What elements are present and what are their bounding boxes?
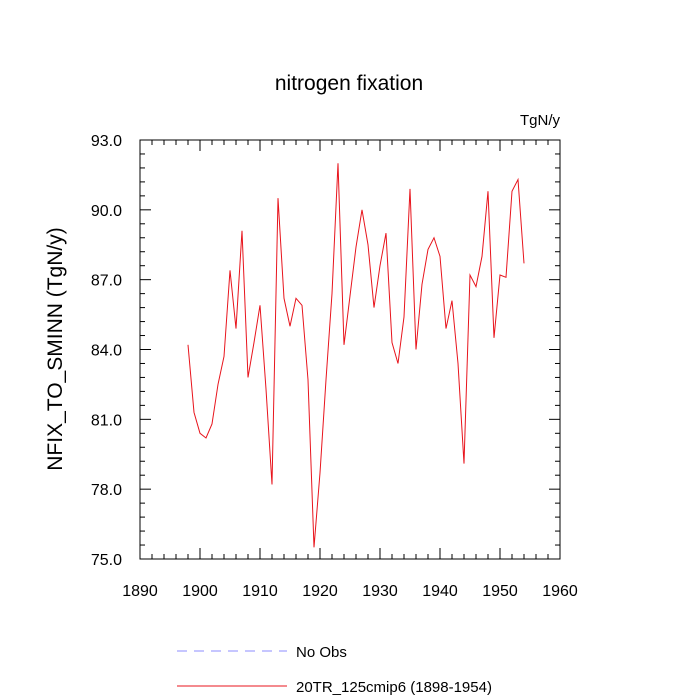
y-axis-label: NFIX_TO_SMINN (TgN/y) <box>44 227 67 470</box>
ticks-layer: 1890 1900 1910 1920 1930 1940 1950 1960 75.0 78.0… <box>91 133 578 600</box>
legend: No Obs 20TR_125cmip6 (1898-1954) <box>177 644 492 696</box>
x-tick-label: 1890 <box>122 583 158 600</box>
legend-label: 20TR_125cmip6 (1898-1954) <box>296 679 492 696</box>
y-tick-label: 87.0 <box>91 273 122 290</box>
x-tick-label: 1960 <box>542 583 578 600</box>
x-tick-label: 1930 <box>362 583 398 600</box>
y-tick-label: 84.0 <box>91 343 122 360</box>
y-tick-label: 81.0 <box>91 412 122 429</box>
x-tick-label: 1950 <box>482 583 518 600</box>
x-tick-label: 1910 <box>242 583 278 600</box>
x-tick-label: 1920 <box>302 583 338 600</box>
units-label: TgN/y <box>520 112 561 129</box>
x-tick-label: 1900 <box>182 583 218 600</box>
series-layer <box>187 163 525 548</box>
y-tick-label: 78.0 <box>91 482 122 499</box>
plot-frame <box>139 139 561 560</box>
y-tick-label: 93.0 <box>91 133 122 150</box>
series-line-0 <box>187 163 525 548</box>
legend-label: No Obs <box>296 644 347 661</box>
y-tick-label: 75.0 <box>91 552 122 569</box>
y-tick-label: 90.0 <box>91 203 122 220</box>
x-tick-label: 1940 <box>422 583 458 600</box>
chart-title: nitrogen fixation <box>275 72 423 95</box>
